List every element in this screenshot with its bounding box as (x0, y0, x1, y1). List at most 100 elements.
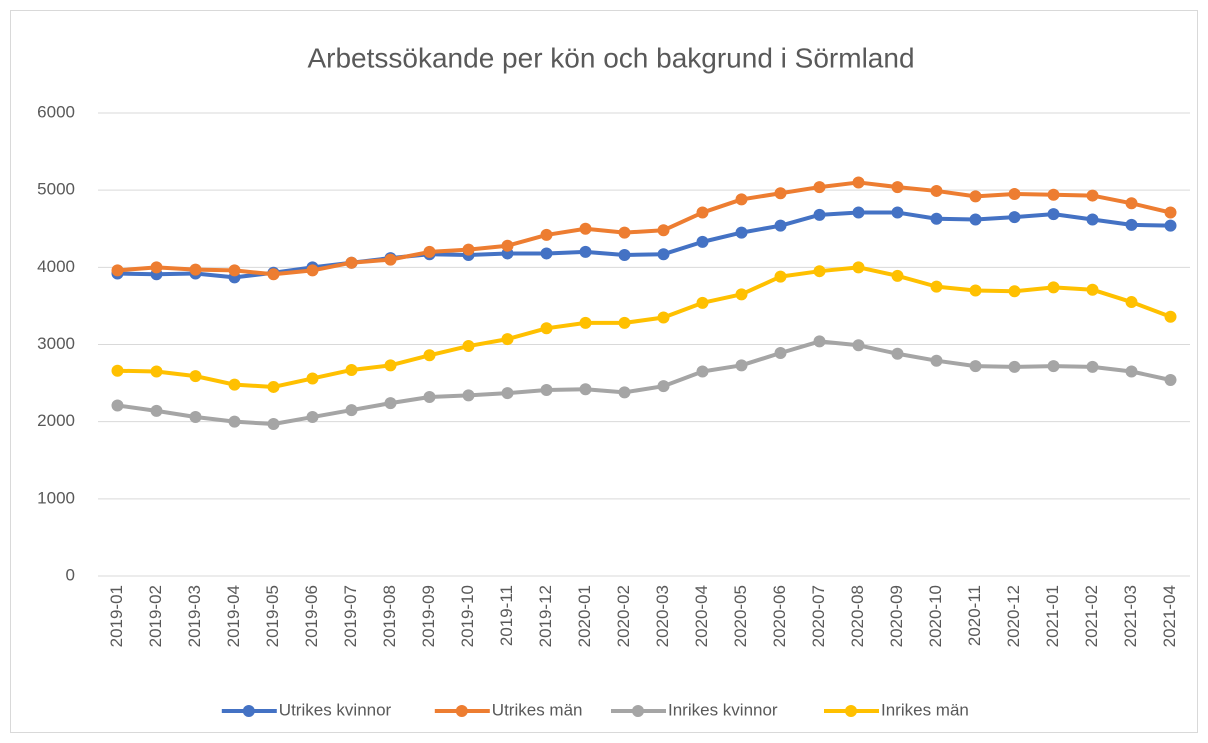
legend-label: Inrikes män (881, 700, 969, 719)
x-tick-label: 2020-07 (809, 585, 828, 647)
x-tick-label: 2019-04 (224, 585, 243, 647)
point (1008, 360, 1021, 373)
point (540, 384, 553, 397)
point (1086, 360, 1099, 373)
legend-marker (242, 705, 255, 717)
x-tick-label: 2021-04 (1160, 585, 1179, 647)
point (930, 212, 943, 225)
point (774, 270, 787, 283)
point (150, 365, 163, 378)
point (1008, 188, 1021, 201)
point (306, 372, 319, 385)
point (423, 390, 436, 403)
point (1086, 213, 1099, 226)
x-tick-label: 2019-01 (107, 585, 126, 647)
point (579, 383, 592, 396)
point (735, 226, 748, 239)
chart-border (10, 10, 1198, 733)
point (462, 340, 475, 353)
point (579, 316, 592, 329)
point (540, 322, 553, 335)
y-tick-label: 6000 (37, 102, 75, 121)
x-tick-label: 2019-03 (185, 585, 204, 647)
point (228, 378, 241, 391)
x-tick-label: 2019-10 (458, 585, 477, 647)
point (501, 239, 514, 252)
point (501, 387, 514, 400)
point (189, 370, 202, 383)
legend-marker (845, 705, 857, 717)
point (813, 265, 826, 278)
point (930, 354, 943, 367)
series-line (117, 339, 1171, 426)
point (150, 261, 163, 274)
x-tick-label: 2020-04 (692, 585, 711, 647)
point (891, 269, 904, 282)
point (657, 380, 670, 393)
point (1164, 219, 1177, 232)
series-line (117, 210, 1171, 280)
point (345, 256, 358, 269)
legend-label: Inrikes kvinnor (668, 700, 778, 719)
point (1008, 285, 1021, 298)
legend-label: Utrikes kvinnor (279, 700, 392, 719)
point (618, 316, 631, 329)
y-tick-label: 4000 (37, 257, 75, 276)
point (852, 261, 865, 274)
point (813, 208, 826, 221)
point (696, 235, 709, 248)
y-tick-label: 2000 (37, 411, 75, 430)
point (111, 264, 124, 277)
point (1086, 189, 1099, 202)
point (540, 247, 553, 260)
point (1047, 208, 1060, 221)
point (267, 380, 280, 393)
x-tick-label: 2021-01 (1043, 585, 1062, 647)
point (111, 399, 124, 412)
point (306, 411, 319, 424)
point (150, 404, 163, 417)
point (228, 415, 241, 428)
point (267, 268, 280, 281)
point (1047, 281, 1060, 294)
y-tick-label: 5000 (37, 180, 75, 199)
x-tick-label: 2020-01 (575, 585, 594, 647)
point (969, 360, 982, 373)
point (774, 346, 787, 359)
point (306, 264, 319, 277)
point (1008, 211, 1021, 224)
point (969, 190, 982, 203)
point (1086, 283, 1099, 296)
point (540, 228, 553, 241)
point (1125, 296, 1138, 309)
point (774, 187, 787, 200)
legend-marker (455, 705, 468, 717)
point (1125, 218, 1138, 231)
point (228, 264, 241, 277)
x-tick-label: 2020-11 (965, 585, 984, 646)
point (657, 248, 670, 261)
point (1164, 310, 1177, 323)
point (657, 311, 670, 324)
point (618, 386, 631, 399)
x-tick-label: 2020-06 (770, 585, 789, 647)
point (852, 339, 865, 352)
x-tick-label: 2019-05 (263, 585, 282, 647)
point (1125, 365, 1138, 378)
point (930, 280, 943, 293)
x-tick-label: 2019-08 (380, 585, 399, 647)
point (345, 363, 358, 376)
x-tick-label: 2021-02 (1082, 585, 1101, 647)
point (1164, 373, 1177, 386)
point (735, 193, 748, 206)
x-tick-label: 2020-12 (1004, 585, 1023, 647)
point (462, 243, 475, 256)
point (852, 206, 865, 219)
legend-marker (632, 705, 644, 717)
y-tick-label: 3000 (37, 334, 75, 353)
point (735, 288, 748, 301)
point (189, 411, 202, 424)
point (111, 364, 124, 377)
x-tick-label: 2020-08 (848, 585, 867, 647)
point (696, 296, 709, 309)
